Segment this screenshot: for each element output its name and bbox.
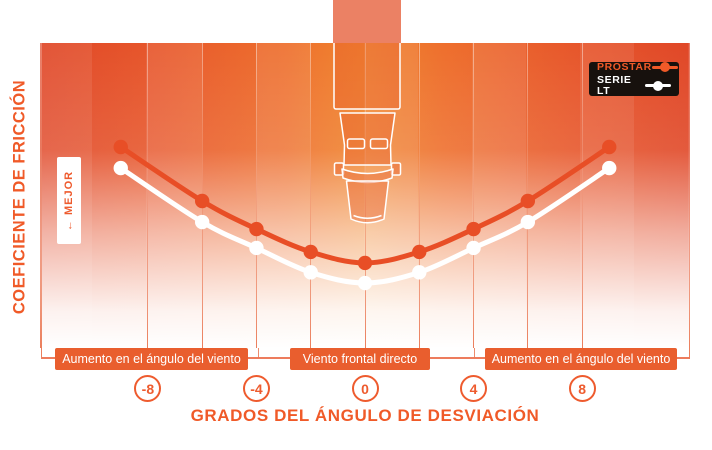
plot-right-edge <box>688 43 690 348</box>
axis-bracket-right-drop <box>688 348 690 359</box>
tick-circle: 0 <box>351 375 379 402</box>
prostar-data-point <box>249 221 264 237</box>
better-direction-label: ← MEJOR <box>63 170 75 231</box>
legend-item: SERIE LT <box>597 75 671 96</box>
serie-lt-data-point <box>602 160 617 176</box>
tick-circle: 4 <box>460 375 488 402</box>
serie-lt-data-point <box>194 214 210 230</box>
gridline <box>147 43 149 348</box>
prostar-data-point <box>466 221 481 237</box>
legend: PROSTAR SERIE LT <box>589 62 679 96</box>
serie-lt-data-point <box>357 275 373 291</box>
curves-svg <box>113 139 617 291</box>
prostar-data-point <box>602 139 617 155</box>
legend-line-dot-marker-icon <box>651 62 678 72</box>
gridline <box>418 43 420 348</box>
gridline <box>581 43 583 348</box>
truck-windshield-right <box>369 138 389 150</box>
prostar-data-point <box>194 193 210 209</box>
plot-area: ← MEJOR <box>40 43 690 348</box>
gridline <box>473 43 475 348</box>
gridline <box>255 43 257 348</box>
zone-label-box: Aumento en el ángulo del viento <box>55 348 248 370</box>
legend-label: PROSTAR <box>597 60 652 73</box>
gridline <box>364 43 366 348</box>
zone-label-box: Viento frontal directo <box>290 348 430 370</box>
prostar-curve <box>118 144 612 266</box>
legend-label: SERIE LT <box>597 74 632 97</box>
gridline-stub-minus4 <box>257 348 259 358</box>
axis-bracket-left-drop <box>40 348 42 359</box>
legend-marker-dot <box>653 80 663 91</box>
trailer-band <box>333 0 401 43</box>
gridline <box>310 43 312 348</box>
zone-label-box: Aumento en el ángulo del viento <box>485 348 677 370</box>
y-axis-label: COEFICIENTE DE FRICCIÓN <box>10 79 29 315</box>
truck-hood-outline <box>345 180 390 224</box>
better-direction-note: ← MEJOR <box>57 157 81 244</box>
serie-lt-data-point <box>249 240 264 256</box>
serie-lt-data-point <box>113 160 128 176</box>
truck-top-view-illustration <box>333 43 402 224</box>
truck-trailer-outline <box>333 43 401 110</box>
serie-lt-data-point <box>466 240 481 256</box>
serie-lt-data-point <box>412 265 427 280</box>
plot-left-edge <box>40 43 42 348</box>
prostar-data-point <box>357 255 373 271</box>
serie-lt-data-point <box>303 265 318 280</box>
tick-circle: -8 <box>134 375 162 402</box>
truck-windshield-left <box>346 138 366 150</box>
legend-marker-dot <box>659 62 670 72</box>
prostar-data-point <box>412 244 427 260</box>
truck-front-line <box>353 214 382 219</box>
prostar-data-point <box>520 193 536 209</box>
serie-lt-data-point <box>520 214 536 230</box>
prostar-data-point <box>113 139 128 155</box>
legend-item: PROSTAR <box>597 60 678 73</box>
tick-circle: 8 <box>568 375 596 402</box>
x-axis-title: GRADOS DEL ÁNGULO DE DESVIACIÓN <box>190 406 540 425</box>
gridline-stub-plus4 <box>473 348 475 358</box>
prostar-data-point <box>303 244 318 260</box>
legend-line-dot-marker-icon <box>645 80 671 91</box>
tick-circle: -4 <box>242 375 270 402</box>
